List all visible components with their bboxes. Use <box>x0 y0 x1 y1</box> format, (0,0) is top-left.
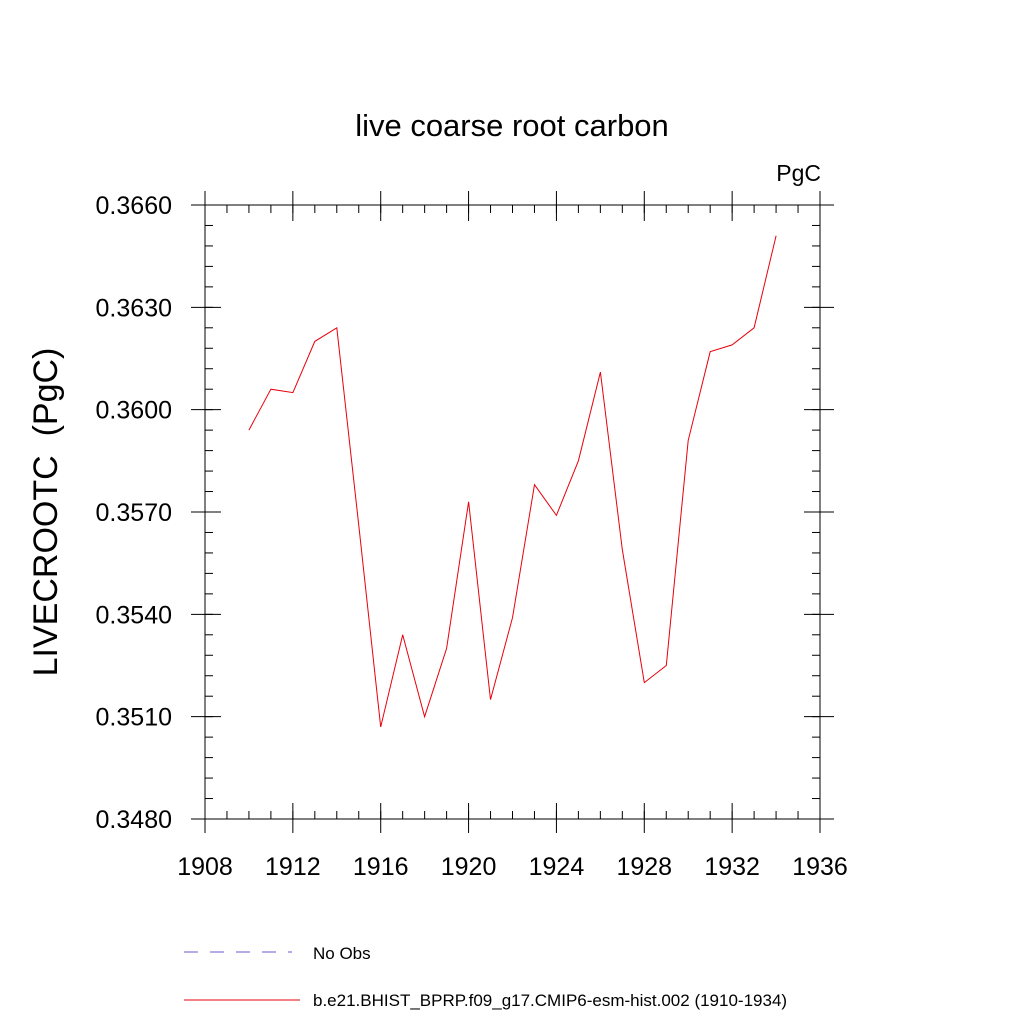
y-tick-label: 0.3600 <box>96 397 172 425</box>
x-tick-labels: 1908 1912 1916 1920 1924 1928 1932 1936 <box>177 853 848 881</box>
legend: No Obs b.e21.BHIST_BPRP.f09_g17.CMIP6-es… <box>184 944 787 1010</box>
y-tick-label: 0.3480 <box>96 806 172 834</box>
major-ticks <box>191 191 834 833</box>
minor-ticks <box>204 204 821 820</box>
y-tick-label: 0.3570 <box>96 499 172 527</box>
chart-title: live coarse root carbon <box>355 108 669 143</box>
y-axis-label: LIVECROOTC (PgC) <box>27 348 65 677</box>
x-tick-label: 1912 <box>265 853 321 881</box>
x-tick-label: 1924 <box>529 853 585 881</box>
legend-label-model-run: b.e21.BHIST_BPRP.f09_g17.CMIP6-esm-hist.… <box>313 991 787 1010</box>
y-tick-label: 0.3630 <box>96 294 172 322</box>
y-tick-label: 0.3540 <box>96 601 172 629</box>
x-tick-label: 1932 <box>704 853 760 881</box>
series-line <box>248 235 777 728</box>
x-tick-label: 1916 <box>353 853 409 881</box>
plot-frame <box>204 204 821 820</box>
x-tick-label: 1936 <box>792 853 848 881</box>
y-tick-labels: 0.3480 0.3510 0.3540 0.3570 0.3600 0.3630 0.36… <box>96 192 172 834</box>
x-tick-label: 1920 <box>441 853 497 881</box>
x-tick-label: 1928 <box>616 853 672 881</box>
units-label: PgC <box>776 160 821 186</box>
plot-border <box>204 204 821 820</box>
legend-label-no-obs: No Obs <box>313 944 371 963</box>
y-tick-label: 0.3510 <box>96 704 172 732</box>
y-tick-label: 0.3660 <box>96 192 172 220</box>
x-tick-label: 1908 <box>177 853 233 881</box>
series-layer <box>248 235 777 728</box>
